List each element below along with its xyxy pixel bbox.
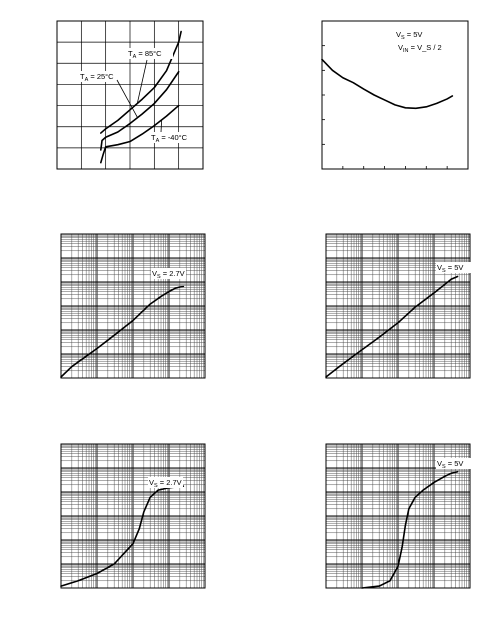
label-background [150,132,196,143]
series-line [100,70,180,151]
label-background [148,477,183,488]
leader-line [160,120,163,133]
plot-frame [60,443,206,589]
leader-line [116,79,138,118]
series-line [60,285,185,378]
series-line [100,104,180,164]
series-label: VS = 2.7V [152,269,185,280]
condition-label: VS = 5V [396,30,422,41]
leader-line [136,59,148,104]
series-line [361,470,459,589]
grid-lines [325,234,470,379]
chart-6: VS = 5V [325,443,471,589]
label-background [436,458,471,469]
label-background [436,262,471,273]
series-line [321,58,454,110]
plot-frame [325,233,471,379]
label-background [151,268,186,279]
chart-4: VS = 5V [325,233,471,379]
series-label: VS = 2.7V [149,478,182,489]
series-line [100,30,182,134]
series-label: TA = -40°C [151,133,188,144]
chart-3: VS = 2.7V [60,233,206,379]
plot-frame [325,443,471,589]
plot-frame [56,20,204,170]
label-background [79,71,125,82]
series-line [325,275,459,378]
series-label: TA = 25°C [80,72,114,83]
chart-2: VS = 5V VIN = V_S / 2 [321,20,469,170]
series-label: VS = 5V [437,459,463,470]
chart-1: TA = 85°C TA = 25°C TA = -40°C [56,20,204,170]
series-label: TA = 85°C [128,49,162,60]
series-label: VS = 5V [437,263,463,274]
grid-lines [60,444,205,589]
grid-lines [325,444,470,589]
condition-label: VIN = V_S / 2 [398,43,442,54]
plot-frame [60,233,206,379]
label-background [127,48,173,59]
chart-5: VS = 2.7V [60,443,206,589]
